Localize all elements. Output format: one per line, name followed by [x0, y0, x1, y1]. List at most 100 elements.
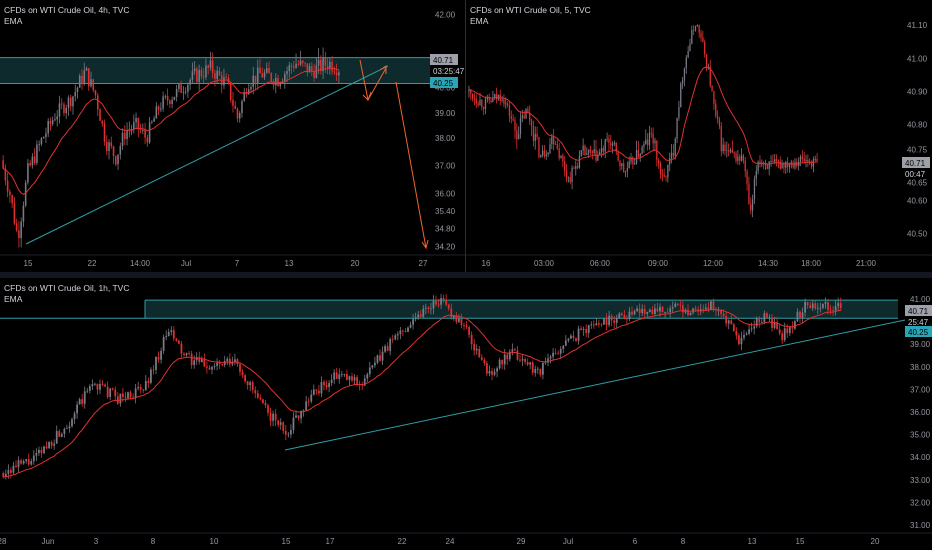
chart-1h-candle [727, 319, 730, 330]
candle-body [794, 161, 796, 168]
chart-5m-ema-label: EMA [470, 16, 489, 26]
pane-divider-horizontal[interactable] [0, 272, 932, 278]
chart-1h-candle [559, 346, 562, 359]
candle-body [351, 376, 353, 381]
chart-1h-candle [478, 345, 481, 358]
candle-body [623, 315, 626, 319]
candle-body [559, 348, 562, 354]
candle-body [652, 133, 654, 144]
chart-4h-candle [315, 57, 318, 79]
candle-body [376, 355, 379, 363]
chart-1h-candle [221, 363, 224, 367]
candle-body [545, 154, 547, 157]
candle-body [728, 150, 730, 152]
candle-body [654, 308, 656, 314]
chart-4h-plot[interactable]: 42.0041.0040.0039.0038.0037.0036.0035.40… [0, 0, 465, 272]
chart-4h-candle [268, 61, 270, 74]
candle-body [153, 118, 155, 122]
chart-4h-candle [110, 136, 113, 149]
candle-body [473, 344, 476, 351]
candle-body [539, 368, 542, 375]
chart-1h-candle [259, 394, 262, 401]
candle-body [549, 356, 552, 359]
chart-5m-candle [702, 30, 704, 43]
candle-body [412, 319, 414, 325]
chart-1h-candle [58, 429, 61, 438]
candle-body [516, 130, 518, 140]
pane-divider-vertical[interactable] [465, 0, 466, 272]
chart-5m-candle [506, 101, 509, 108]
candle-body [214, 73, 216, 79]
chart-4h-candle [69, 94, 72, 112]
chart-1h-candle [641, 304, 644, 317]
chart-5m-pane[interactable]: 41.10 41.00 40.90 40.80 40.75 40.65 40.60 40.50… [466, 0, 932, 272]
chart-1h-candle [432, 295, 435, 315]
candle-body [648, 309, 651, 313]
chart-5m-candle [521, 109, 523, 123]
candle-body [295, 415, 297, 418]
candle-body [608, 138, 610, 144]
chart-4h-candle [252, 66, 255, 95]
chart-5m-candle [755, 165, 757, 186]
chart-5m-candle [770, 155, 772, 167]
chart-5m-plot[interactable]: 41.10 41.00 40.90 40.80 40.75 40.65 40.60 40.50… [466, 0, 932, 272]
chart-1h-candle [371, 365, 374, 370]
chart-1h-candle [172, 326, 175, 342]
chart-5m-candle [470, 88, 472, 100]
chart-4h-candle [320, 55, 322, 75]
candle-body [503, 354, 506, 365]
chart-1h-candle [811, 299, 814, 312]
candle-body [27, 459, 30, 465]
chart-1h-candle [447, 303, 450, 311]
candle-body [732, 324, 735, 331]
candle-body [643, 308, 646, 314]
chart-5m-y-tick-label: 41.00 [907, 54, 928, 63]
chart-1h-candle [414, 312, 417, 322]
candle-body [475, 348, 478, 351]
chart-1h-title: CFDs on WTI Crude Oil, 1h, TVC [4, 283, 130, 293]
chart-1h-candle [600, 323, 603, 327]
chart-1h-plot[interactable]: 41.0040.0039.0038.0037.0036.0035.0034.00… [0, 278, 932, 550]
candle-body [584, 145, 586, 155]
candle-body [643, 144, 645, 147]
candle-body [705, 54, 708, 69]
candle-body [519, 117, 522, 135]
chart-4h-candle [76, 86, 79, 99]
chart-4h-candle [29, 160, 31, 167]
chart-4h-candle [36, 140, 38, 166]
chart-1h-candle [394, 333, 397, 341]
candle-body [816, 307, 819, 309]
chart-1h-candle [585, 324, 588, 338]
chart-4h-candle [117, 154, 119, 170]
candle-body [651, 309, 654, 314]
candle-body [290, 429, 292, 435]
chart-5m-candle [715, 99, 717, 119]
candle-body [498, 359, 501, 369]
chart-1h-candle [86, 387, 89, 394]
chart-4h-title: CFDs on WTI Crude Oil, 4h, TVC [4, 5, 130, 15]
candle-body [766, 313, 768, 318]
candle-body [740, 337, 743, 345]
candle-body [297, 415, 300, 419]
candle-body [696, 24, 698, 27]
candle-body [302, 410, 305, 412]
chart-5m-candle [637, 140, 640, 159]
chart-1h-pane[interactable]: 41.0040.0039.0038.0037.0036.0035.0034.00… [0, 278, 932, 550]
chart-4h-candle [254, 75, 257, 91]
candle-body [198, 69, 200, 82]
candle-body [552, 352, 554, 357]
candle-body [43, 446, 45, 453]
candle-body [510, 116, 512, 119]
candle-body [139, 129, 142, 131]
chart-4h-candle [187, 82, 189, 98]
chart-1h-candle [687, 304, 689, 317]
chart-4h-candle [65, 104, 68, 119]
candle-body [129, 392, 132, 398]
candle-body [604, 138, 606, 152]
chart-4h-pane[interactable]: 42.0041.0040.0039.0038.0037.0036.0035.40… [0, 0, 465, 272]
candle-body [611, 143, 614, 146]
chart-1h-candle [290, 424, 292, 438]
candle-body [160, 350, 162, 360]
chart-4h-candle [184, 87, 187, 95]
chart-1h-candle [366, 372, 369, 383]
